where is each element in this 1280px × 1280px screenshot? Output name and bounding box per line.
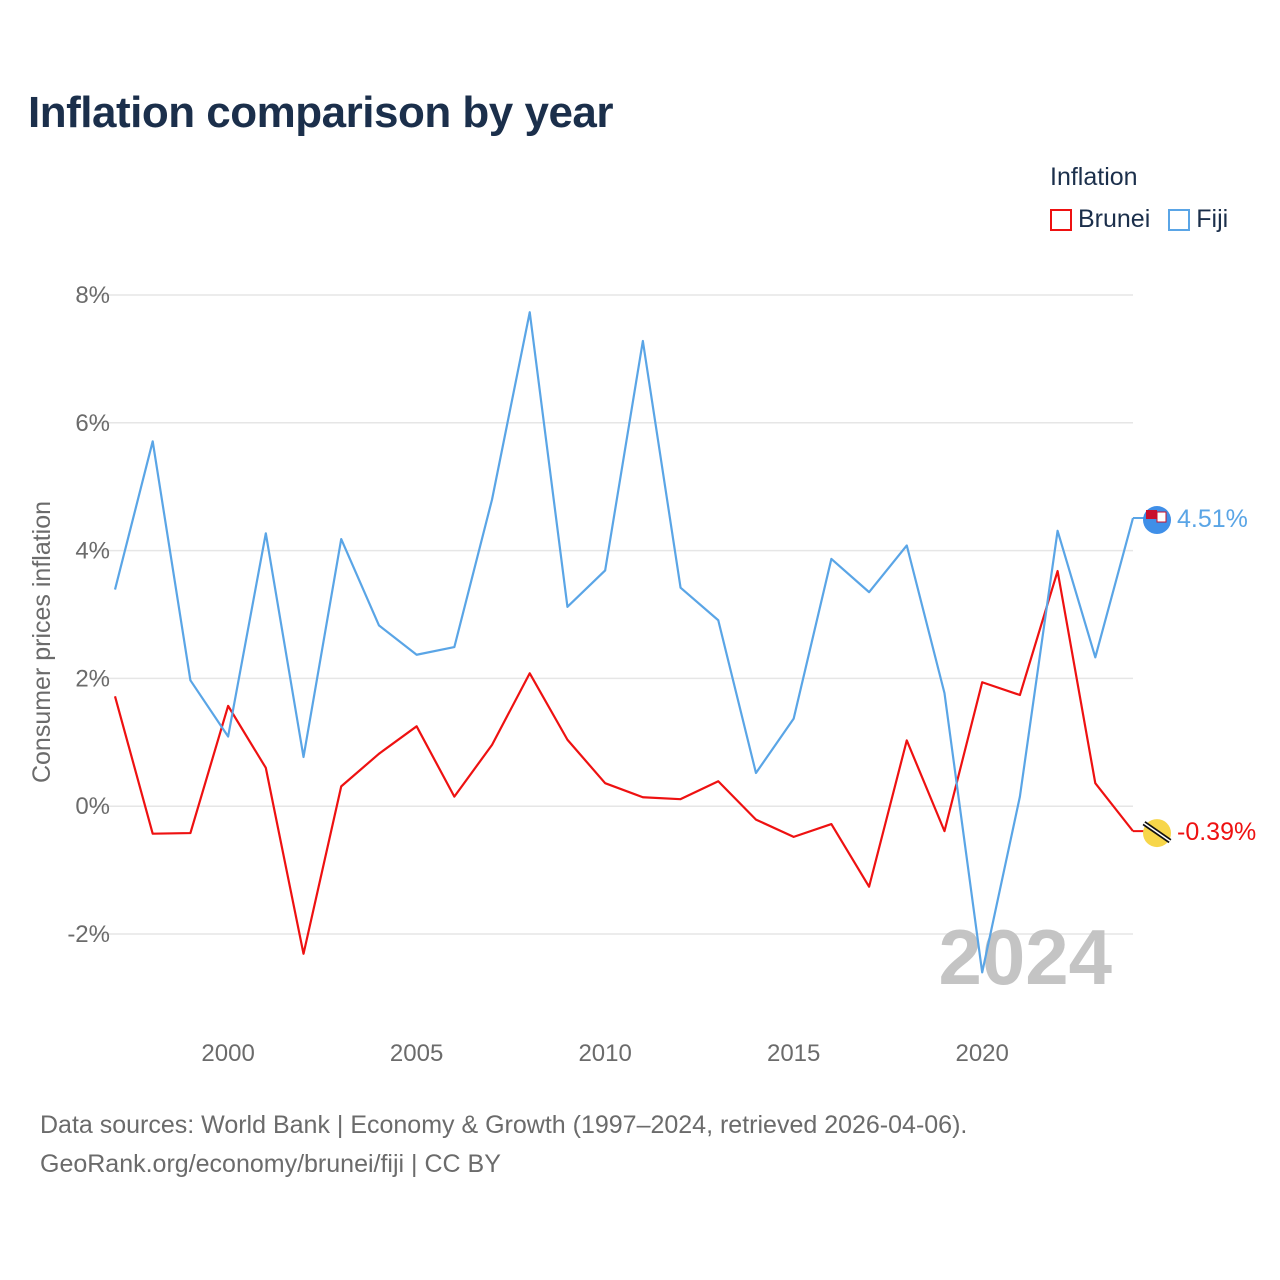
legend-label-fiji: Fiji <box>1196 205 1229 233</box>
series-line-brunei <box>113 569 1134 955</box>
fiji-flag-canton-icon <box>1146 510 1157 520</box>
x-tick-label: 2010 <box>578 1040 631 1067</box>
y-tick-label: 8% <box>75 282 110 309</box>
y-tick-label: 6% <box>75 410 110 437</box>
legend-title: Inflation <box>1050 163 1138 191</box>
legend-item-brunei[interactable]: Brunei <box>1050 205 1150 234</box>
y-tick-label: 4% <box>75 538 110 565</box>
end-label-fiji: 4.51% <box>1177 505 1248 533</box>
end-label-brunei: -0.39% <box>1177 818 1256 846</box>
brunei-flag-stripe-white-icon <box>1143 822 1171 842</box>
series-line-fiji <box>113 311 1135 974</box>
chart-title: Inflation comparison by year <box>28 88 614 137</box>
x-tick-label: 2020 <box>955 1040 1008 1067</box>
line-chart: -2% 0% 2% 4% 6% 8% 2000 2005 2010 2015 2020 Consume… <box>28 282 1256 1067</box>
x-tick-label: 2000 <box>201 1040 254 1067</box>
y-tick-label: -2% <box>67 921 110 948</box>
y-tick-label: 2% <box>75 665 110 692</box>
fiji-flag-shield-icon <box>1156 511 1167 523</box>
source-line-1: Data sources: World Bank | Economy & Gro… <box>40 1111 968 1139</box>
legend-label-brunei: Brunei <box>1078 205 1151 233</box>
y-tick-label: 0% <box>75 793 110 820</box>
legend-swatch-fiji <box>1168 208 1191 231</box>
x-tick-label: 2015 <box>767 1040 820 1067</box>
x-tick-label: 2005 <box>390 1040 443 1067</box>
y-axis-title: Consumer prices inflation <box>28 501 56 783</box>
legend-item-fiji[interactable]: Fiji <box>1168 205 1228 234</box>
source-line-2[interactable]: GeoRank.org/economy/brunei/fiji | CC BY <box>40 1150 501 1178</box>
source-note: Data sources: World Bank | Economy & Gro… <box>40 1106 967 1184</box>
legend-swatch-brunei <box>1050 208 1072 231</box>
year-watermark: 2024 <box>938 913 1112 1001</box>
legend: Brunei Fiji <box>1050 205 1246 234</box>
